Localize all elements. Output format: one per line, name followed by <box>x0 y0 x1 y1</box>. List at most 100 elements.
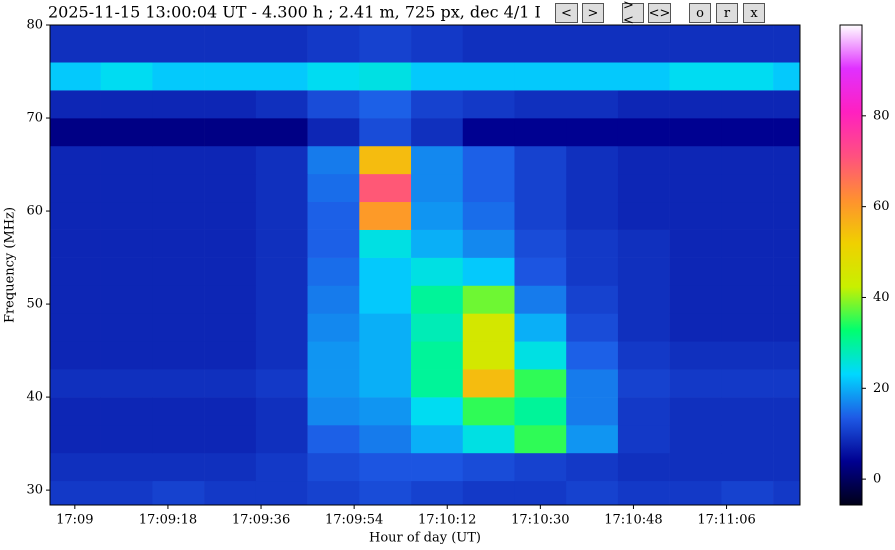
heatmap-cell <box>255 452 308 482</box>
heatmap-cell <box>307 425 360 454</box>
heatmap-cell <box>514 285 567 314</box>
heatmap-cell <box>359 118 412 147</box>
heatmap-cell <box>204 369 257 398</box>
heatmap-cell <box>669 397 722 426</box>
heatmap-cell <box>152 285 205 314</box>
heatmap-cell <box>411 313 464 342</box>
heatmap-cell <box>566 173 619 203</box>
toolbar-button[interactable]: r <box>716 3 738 23</box>
heatmap-cell <box>462 90 515 119</box>
heatmap-cell <box>721 425 774 454</box>
heatmap-cell <box>773 341 801 370</box>
toolbar-button[interactable]: > <box>582 3 604 23</box>
heatmap-cell <box>50 257 101 286</box>
heatmap-cell <box>255 397 308 426</box>
y-tick-label: 50 <box>26 297 43 312</box>
heatmap-cell <box>152 173 205 203</box>
heatmap-cell <box>514 480 567 506</box>
toolbar-button[interactable]: x <box>743 3 765 23</box>
heatmap-cell <box>255 369 308 398</box>
heatmap-cell <box>566 201 619 230</box>
heatmap-cell <box>100 201 153 230</box>
heatmap-cell <box>307 285 360 314</box>
heatmap-cell <box>566 90 619 119</box>
heatmap-cell <box>100 397 153 426</box>
heatmap-cell <box>100 229 153 258</box>
heatmap-cell <box>773 285 801 314</box>
heatmap-cell <box>462 369 515 398</box>
heatmap-cell <box>307 173 360 203</box>
colorbar-tick-label: 0 <box>873 472 881 487</box>
y-tick-label: 30 <box>26 483 43 498</box>
heatmap-cell <box>773 62 801 91</box>
heatmap-cell <box>566 257 619 286</box>
heatmap-cell <box>462 397 515 426</box>
heatmap-cell <box>617 452 670 482</box>
heatmap-cell <box>307 90 360 119</box>
heatmap-cell <box>721 257 774 286</box>
heatmap-cell <box>152 201 205 230</box>
heatmap-cell <box>50 480 101 506</box>
heatmap-cell <box>566 229 619 258</box>
heatmap-cell <box>514 313 567 342</box>
heatmap-cell <box>359 201 412 230</box>
x-tick-label: 17:09:18 <box>139 513 197 528</box>
heatmap-cell <box>50 173 101 203</box>
heatmap-cell <box>204 173 257 203</box>
heatmap-cell <box>669 257 722 286</box>
heatmap-cell <box>204 118 257 147</box>
heatmap-cell <box>204 313 257 342</box>
heatmap-cell <box>152 341 205 370</box>
heatmap-cell <box>773 229 801 258</box>
heatmap-cell <box>566 285 619 314</box>
heatmap-cell <box>204 452 257 482</box>
heatmap-cell <box>514 145 567 175</box>
heatmap-cell <box>462 229 515 258</box>
heatmap-cell <box>669 229 722 258</box>
heatmap-cell <box>669 425 722 454</box>
heatmap-cell <box>411 369 464 398</box>
heatmap-cell <box>411 229 464 258</box>
heatmap-cell <box>307 313 360 342</box>
heatmap-cell <box>617 145 670 175</box>
toolbar-button[interactable]: >< <box>622 0 644 28</box>
heatmap-cell <box>359 62 412 91</box>
heatmap-cell <box>773 90 801 119</box>
toolbar-button[interactable]: <> <box>648 3 671 23</box>
heatmap-cell <box>462 452 515 482</box>
toolbar-button[interactable]: o <box>689 3 711 23</box>
heatmap-cell <box>50 452 101 482</box>
heatmap-cell <box>566 369 619 398</box>
heatmap-cell <box>359 313 412 342</box>
heatmap-cell <box>617 62 670 91</box>
heatmap-cell <box>773 369 801 398</box>
heatmap-cell <box>514 452 567 482</box>
heatmap-cell <box>514 257 567 286</box>
heatmap-cell <box>773 397 801 426</box>
x-axis-label: Hour of day (UT) <box>369 531 481 546</box>
heatmap-cell <box>411 145 464 175</box>
heatmap-cell <box>617 313 670 342</box>
heatmap-cell <box>411 480 464 506</box>
heatmap-cell <box>50 62 101 91</box>
heatmap-cell <box>514 201 567 230</box>
heatmap-cell <box>617 118 670 147</box>
colorbar-tick-label: 20 <box>873 381 890 396</box>
heatmap-cell <box>359 452 412 482</box>
heatmap-cell <box>773 145 801 175</box>
heatmap-cell <box>100 90 153 119</box>
y-tick-label: 40 <box>26 390 43 405</box>
heatmap-cell <box>773 118 801 147</box>
heatmap-cell <box>566 397 619 426</box>
heatmap-cell <box>100 425 153 454</box>
heatmap-cell <box>100 25 153 63</box>
heatmap-cell <box>152 90 205 119</box>
heatmap-cell <box>566 341 619 370</box>
heatmap-cell <box>514 118 567 147</box>
toolbar-button[interactable]: < <box>555 3 578 23</box>
heatmap-cell <box>566 452 619 482</box>
heatmap-cell <box>514 25 567 63</box>
heatmap-cell <box>100 285 153 314</box>
x-tick-label: 17:09:54 <box>325 513 383 528</box>
